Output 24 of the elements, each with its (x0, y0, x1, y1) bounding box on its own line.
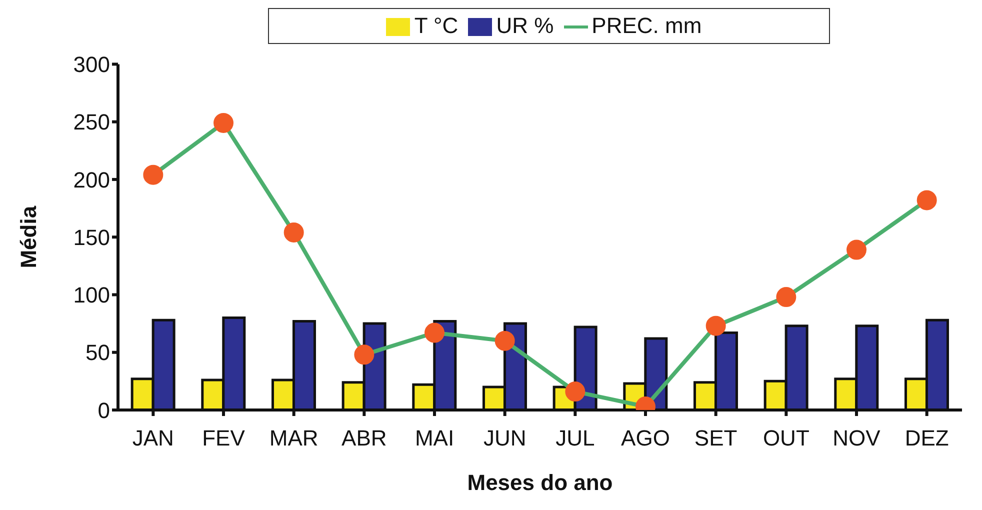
x-tick-label: JAN (132, 426, 174, 451)
x-tick-label: JUN (483, 426, 526, 451)
legend-label: PREC. mm (592, 13, 702, 38)
x-tick-label: ABR (342, 426, 387, 451)
x-tick-label: MAI (414, 426, 454, 451)
x-tick-label: DEZ (904, 426, 949, 451)
legend-label: T °C (414, 13, 458, 38)
x-tick-label: AGO (621, 426, 670, 451)
x-tick-label: NOV (832, 426, 881, 451)
y-tick-label: 50 (86, 340, 110, 366)
x-axis-title: Meses do ano (467, 470, 613, 495)
y-axis-title: Média (16, 205, 41, 268)
x-tick-label: FEV (202, 426, 246, 451)
x-tick-label: OUT (762, 426, 810, 451)
y-tick-label: 300 (73, 52, 110, 77)
y-tick-label: 0 (98, 398, 110, 423)
y-tick-label: 250 (73, 110, 110, 135)
x-tick-label: MAR (269, 426, 318, 451)
x-tick-label: SET (694, 426, 738, 451)
y-tick-label: 100 (73, 282, 110, 308)
y-tick-label: 150 (73, 224, 110, 250)
legend-label: UR % (496, 13, 554, 38)
y-tick-label: 200 (73, 167, 110, 192)
x-tick-label: JUL (556, 426, 595, 451)
